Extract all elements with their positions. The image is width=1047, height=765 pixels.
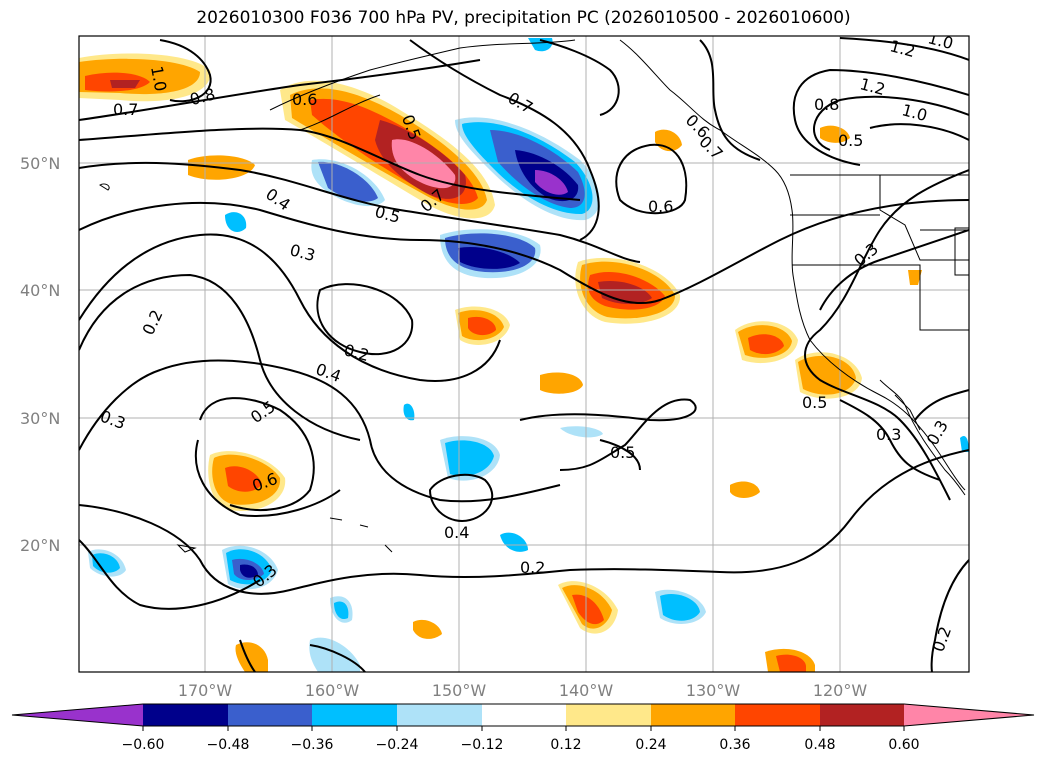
colorbar-tick-label: −0.12 [461, 737, 504, 753]
colorbar-segment [735, 704, 820, 726]
colorbar-tick-label: −0.60 [122, 737, 165, 753]
colorbar-segment [482, 704, 566, 726]
colorbar-segment [12, 704, 143, 726]
map-title: 2026010300 F036 700 hPa PV, precipitatio… [196, 8, 851, 28]
colorbar-segment [566, 704, 651, 726]
coastlines [99, 39, 969, 553]
colorbar-segment [143, 704, 228, 726]
map-frame [78, 35, 970, 673]
lon-label: 160°W [305, 681, 360, 700]
lon-label: 120°W [813, 681, 868, 700]
contour-label: 0.7 [113, 100, 138, 119]
latitude-labels: 50°N 40°N 30°N 20°N [20, 154, 60, 555]
contour-label: 0.4 [444, 523, 469, 542]
lat-label: 50°N [20, 154, 60, 173]
colorbar-segment [228, 704, 312, 726]
colorbar-tick-label: −0.24 [376, 737, 419, 753]
contour-label: 0.6 [648, 197, 673, 216]
lat-label: 30°N [20, 409, 60, 428]
colorbar-tick-label: 0.24 [635, 737, 666, 753]
colorbar-tick-label: −0.48 [207, 737, 250, 753]
contour-label: 0.5 [610, 443, 635, 462]
colorbar-tick-label: 0.48 [804, 737, 835, 753]
colorbar-segment [397, 704, 482, 726]
lat-label: 20°N [20, 536, 60, 555]
contour-label: 0.5 [802, 393, 827, 412]
colorbar: −0.60 −0.48 −0.36 −0.24 −0.12 0.12 0.24 … [11, 703, 1035, 753]
colorbar-tick-label: 0.60 [888, 737, 919, 753]
contour-label: 0.3 [876, 425, 901, 444]
colorbar-segment [904, 704, 1034, 726]
colorbar-segment [651, 704, 735, 726]
longitude-labels: 170°W 160°W 150°W 140°W 130°W 120°W [178, 681, 868, 700]
contour-label: 0.8 [814, 95, 839, 114]
map-area: 1.0 0.7 0.8 0.6 0.5 0.7 0.5 0.7 0.6 0.4 … [79, 36, 969, 672]
contour-label: 0.2 [520, 558, 545, 577]
lat-lon-grid [79, 36, 969, 672]
lon-label: 150°W [432, 681, 487, 700]
pv-contours [79, 37, 969, 672]
colorbar-tick-label: 0.36 [719, 737, 750, 753]
contour-label: 0.5 [838, 131, 863, 150]
colorbar-tick-label: 0.12 [550, 737, 581, 753]
contour-label: 0.6 [292, 90, 317, 109]
colorbar-segment [820, 704, 904, 726]
lat-label: 40°N [20, 281, 60, 300]
lon-label: 170°W [178, 681, 233, 700]
lon-label: 140°W [559, 681, 614, 700]
colorbar-segment [312, 704, 397, 726]
contour-label: 1.0 [147, 65, 170, 93]
colorbar-tick-label: −0.36 [291, 737, 334, 753]
lon-label: 130°W [686, 681, 741, 700]
